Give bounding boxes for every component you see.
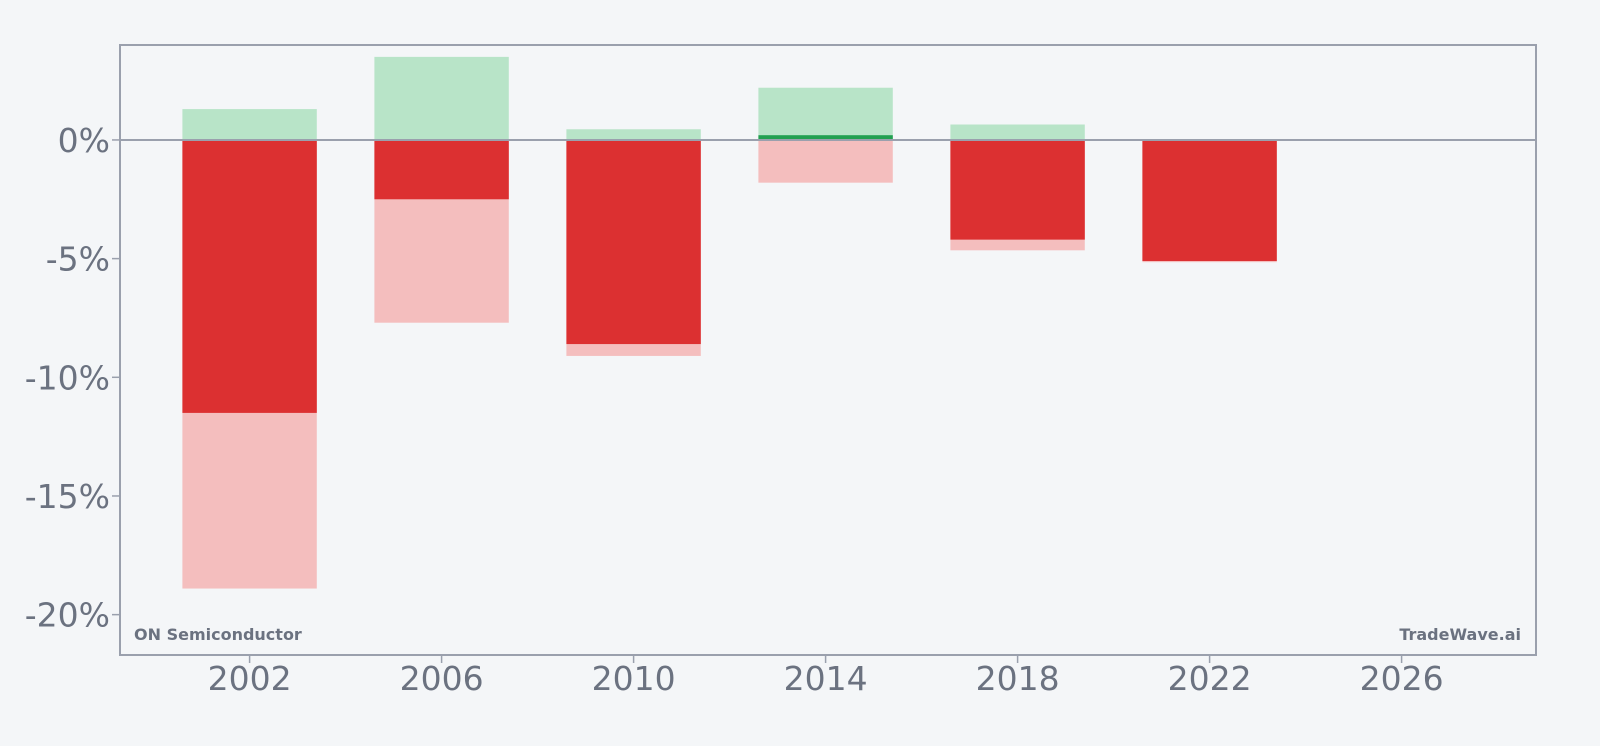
bar-high-2010 <box>566 129 701 140</box>
y-tick-label: 0% <box>58 121 110 160</box>
x-tick-label: 2018 <box>976 659 1060 698</box>
bar-low-2014 <box>758 139 893 183</box>
bar-high-2014 <box>758 87 893 140</box>
bar-high-2002 <box>182 109 317 140</box>
x-tick-label: 2022 <box>1168 659 1252 698</box>
bar-high-2006 <box>374 56 509 140</box>
bars-group <box>182 56 1277 589</box>
x-tick-label: 2002 <box>208 659 292 698</box>
bar-high-2018 <box>950 124 1085 140</box>
x-tick-label: 2010 <box>592 659 676 698</box>
bar-value-2018 <box>950 139 1085 240</box>
y-axis: 0% -5% -10% -15% -20% <box>25 121 120 635</box>
company-label: ON Semiconductor <box>134 625 302 644</box>
brand-label: TradeWave.ai <box>1399 625 1521 644</box>
bar-value-2006 <box>374 139 509 200</box>
bar-value-2010 <box>566 139 701 345</box>
y-tick-label: -10% <box>25 358 110 397</box>
plot-frame <box>119 44 1537 656</box>
y-tick-label: -5% <box>46 240 110 279</box>
bar-value-2022 <box>1142 139 1277 261</box>
bar-value-2002 <box>182 139 317 413</box>
y-tick-label: -20% <box>25 596 110 635</box>
bar-value-2014 <box>758 135 893 140</box>
x-axis: 2002 2006 2010 2014 2018 2022 2026 <box>208 655 1444 698</box>
x-tick-label: 2006 <box>400 659 484 698</box>
x-tick-label: 2026 <box>1360 659 1444 698</box>
x-tick-label: 2014 <box>784 659 868 698</box>
y-tick-label: -15% <box>25 477 110 516</box>
